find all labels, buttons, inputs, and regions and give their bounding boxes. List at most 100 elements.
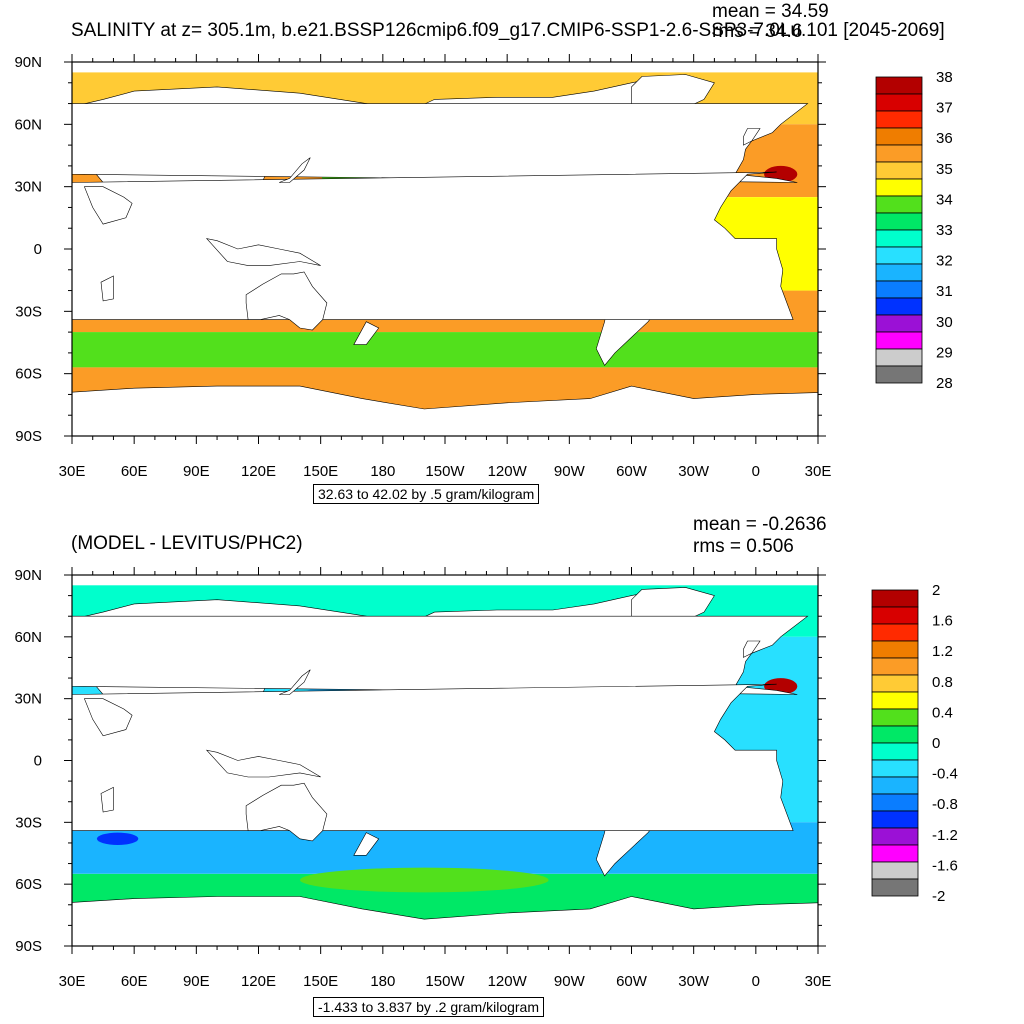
legend-swatch bbox=[875, 314, 923, 333]
land-africa-west bbox=[72, 683, 794, 831]
legend-label: -0.4 bbox=[932, 766, 958, 783]
legend-label: 0.4 bbox=[932, 704, 953, 721]
bottom-field bbox=[72, 585, 818, 946]
y-tick-label: 60N bbox=[14, 116, 42, 133]
bottom-mean: mean = -0.2636 bbox=[693, 514, 827, 535]
x-tick-label: 0 bbox=[752, 463, 760, 480]
x-tick-label: 150W bbox=[425, 463, 465, 480]
legend-swatch bbox=[875, 297, 923, 316]
x-tick-label: 180 bbox=[370, 973, 395, 990]
y-tick-label: 30S bbox=[15, 303, 42, 320]
legend-label: 34 bbox=[936, 191, 953, 208]
y-tick-label: 0 bbox=[34, 241, 42, 258]
y-tick-label: 30N bbox=[14, 179, 42, 196]
legend-swatch bbox=[871, 589, 919, 608]
legend-label: 1.6 bbox=[932, 613, 953, 630]
y-tick-label: 90S bbox=[15, 938, 42, 955]
x-tick-label: 90E bbox=[183, 973, 210, 990]
x-tick-label: 120W bbox=[488, 463, 528, 480]
legend-label: -0.8 bbox=[932, 796, 958, 813]
legend-swatch bbox=[871, 827, 919, 846]
legend-label: 35 bbox=[936, 161, 953, 178]
legend-label: 30 bbox=[936, 314, 953, 331]
y-tick-label: 0 bbox=[34, 753, 42, 770]
x-tick-label: 60W bbox=[616, 463, 648, 480]
land-australia bbox=[245, 271, 328, 331]
s-ocean-salty bbox=[300, 867, 549, 893]
land-australia bbox=[245, 782, 328, 842]
top-panel: 30E 60E 90E 120E 150E 180 150W 120W 90W 60W 30W 0 30… bbox=[14, 54, 953, 480]
land-japan bbox=[279, 157, 311, 183]
land-antarctica bbox=[72, 385, 818, 436]
land-japan bbox=[279, 669, 311, 695]
y-tick-label: 30N bbox=[14, 691, 42, 708]
x-tick-label: 60E bbox=[121, 463, 148, 480]
legend-swatch bbox=[875, 331, 923, 350]
land-uk bbox=[743, 128, 761, 146]
legend-label: -1.2 bbox=[932, 827, 958, 844]
legend-swatch bbox=[871, 759, 919, 778]
legend-label: 38 bbox=[936, 69, 953, 86]
land-europe-east-atl bbox=[72, 103, 809, 183]
legend-label: 2 bbox=[932, 582, 940, 599]
y-tick-label: 90S bbox=[15, 428, 42, 445]
legend-swatch bbox=[871, 657, 919, 676]
land-arabia bbox=[83, 186, 133, 225]
x-tick-label: 60W bbox=[616, 973, 648, 990]
y-tick-label: 60S bbox=[15, 876, 42, 893]
legend-label: -2 bbox=[932, 888, 945, 905]
land-europe-east-atl bbox=[72, 615, 809, 695]
legend-swatch bbox=[871, 793, 919, 812]
y-tick-label: 90N bbox=[14, 54, 42, 71]
x-tick-label: 90E bbox=[183, 463, 210, 480]
legend-swatch bbox=[871, 742, 919, 761]
legend-label: 28 bbox=[936, 375, 953, 392]
x-tick-label: 180 bbox=[370, 463, 395, 480]
y-tick-label: 90N bbox=[14, 567, 42, 584]
x-tick-label: 150E bbox=[303, 973, 338, 990]
y-tick-label: 60S bbox=[15, 366, 42, 383]
band-southern-ocean bbox=[72, 332, 818, 368]
legend-swatch bbox=[875, 212, 923, 231]
land-new-zealand bbox=[353, 321, 380, 345]
x-tick-label: 90W bbox=[554, 973, 586, 990]
legend-swatch bbox=[871, 640, 919, 659]
legend-label: 29 bbox=[936, 344, 953, 361]
top-mean: mean = 34.59 bbox=[712, 1, 829, 22]
y-tick-label: 60N bbox=[14, 629, 42, 646]
x-tick-label: 60E bbox=[121, 973, 148, 990]
legend-swatch bbox=[871, 606, 919, 625]
legend-swatch bbox=[875, 280, 923, 299]
land-indonesia bbox=[205, 238, 321, 266]
land-antarctica bbox=[72, 896, 818, 946]
legend-swatch bbox=[871, 810, 919, 829]
legend-swatch bbox=[875, 195, 923, 214]
legend-swatch bbox=[875, 246, 923, 265]
bottom-info-box: -1.433 to 3.837 by .2 gram/kilogram bbox=[313, 997, 545, 1017]
legend-swatch bbox=[871, 708, 919, 727]
bottom-title: (MODEL - LEVITUS/PHC2) bbox=[71, 533, 303, 554]
land-africa-west bbox=[72, 171, 794, 320]
legend-label: 32 bbox=[936, 253, 953, 270]
bottom-rms: rms = 0.506 bbox=[693, 536, 794, 557]
land-uk bbox=[743, 640, 761, 658]
legend-label: 1.2 bbox=[932, 643, 953, 660]
land-madagascar bbox=[100, 275, 114, 302]
top-field bbox=[72, 72, 818, 436]
x-tick-label: 120E bbox=[241, 973, 276, 990]
top-title: SALINITY at z= 305.1m, b.e21.BSSP126cmip… bbox=[71, 20, 945, 41]
legend-swatch bbox=[871, 691, 919, 710]
x-tick-label: 0 bbox=[752, 973, 760, 990]
x-tick-label: 120E bbox=[241, 463, 276, 480]
x-tick-label: 90W bbox=[554, 463, 586, 480]
x-tick-label: 150E bbox=[303, 463, 338, 480]
bottom-panel: 30E 60E 90E 120E 150E 180 150W 120W 90W 60W 30W 0 30… bbox=[14, 567, 958, 990]
legend-swatch bbox=[875, 348, 923, 367]
legend-swatch bbox=[875, 144, 923, 163]
legend-label: 37 bbox=[936, 100, 953, 117]
legend-swatch bbox=[871, 623, 919, 642]
x-tick-label: 120W bbox=[488, 973, 528, 990]
legend-swatch bbox=[871, 861, 919, 880]
legend-swatch bbox=[875, 161, 923, 180]
